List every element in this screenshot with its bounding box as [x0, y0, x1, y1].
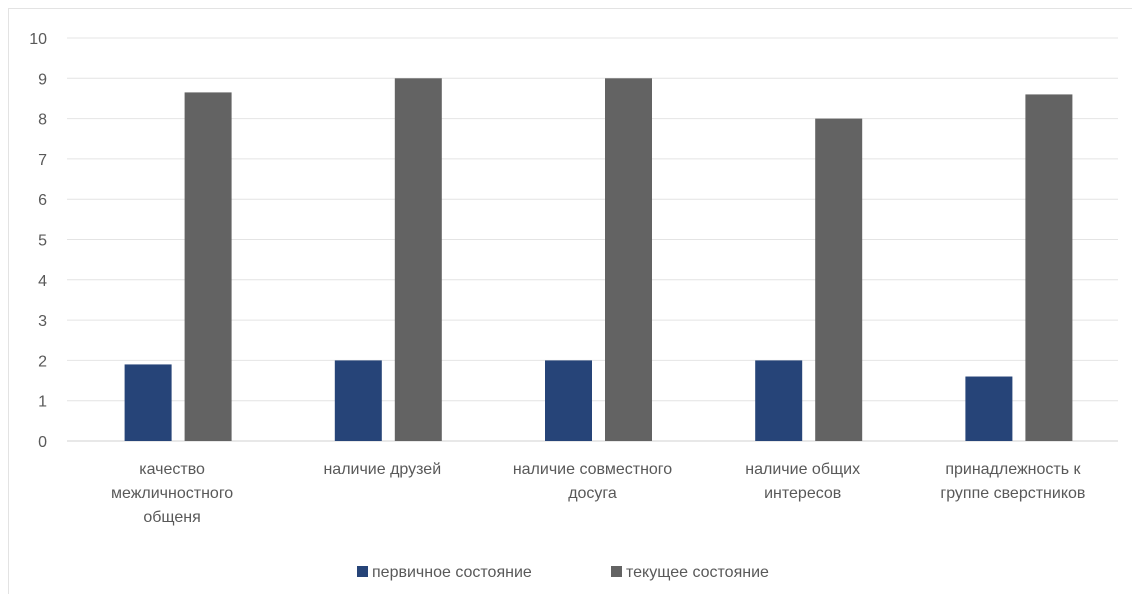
y-tick-label: 0 — [38, 434, 47, 451]
bar — [605, 78, 652, 442]
x-tick-label: наличие совместного досуга — [513, 461, 672, 502]
x-axis-labels: качество межличностного общеня наличие друз… — [111, 461, 1085, 526]
y-tick-label: 6 — [38, 192, 47, 209]
chart-frame — [8, 8, 1132, 594]
y-tick-label: 4 — [38, 273, 47, 290]
x-tick-label: качество межличностного общеня — [111, 461, 233, 526]
bar — [965, 376, 1013, 441]
y-tick-label: 10 — [29, 31, 47, 48]
x-tick-label: принадлежность к группе сверстников — [940, 461, 1085, 502]
bar — [1025, 94, 1073, 442]
x-tick-label: наличие друзей — [323, 461, 441, 478]
bar — [755, 360, 803, 441]
y-tick-label: 1 — [38, 394, 47, 411]
bar — [334, 360, 382, 441]
y-axis-ticks: 0 1 2 3 4 5 6 7 8 9 10 — [29, 31, 47, 451]
y-tick-label: 5 — [38, 233, 47, 250]
legend-label: текущее состояние — [626, 564, 769, 581]
legend-swatch — [611, 566, 622, 577]
y-tick-label: 8 — [38, 112, 47, 129]
bar — [394, 78, 442, 442]
y-tick-label: 3 — [38, 313, 47, 330]
bar — [184, 92, 232, 441]
y-tick-label: 7 — [38, 152, 47, 169]
x-tick-label: наличие общих интересов — [745, 461, 860, 502]
y-tick-label: 2 — [38, 353, 47, 370]
y-tick-label: 9 — [38, 71, 47, 88]
bar — [545, 360, 592, 441]
bar — [815, 118, 863, 441]
legend-label: первичное состояние — [372, 564, 532, 581]
gridlines — [67, 37, 1118, 442]
bar — [124, 364, 172, 441]
bars — [124, 78, 1073, 442]
legend-swatch — [357, 566, 368, 577]
legend: первичное состояние текущее состояние — [357, 564, 769, 581]
